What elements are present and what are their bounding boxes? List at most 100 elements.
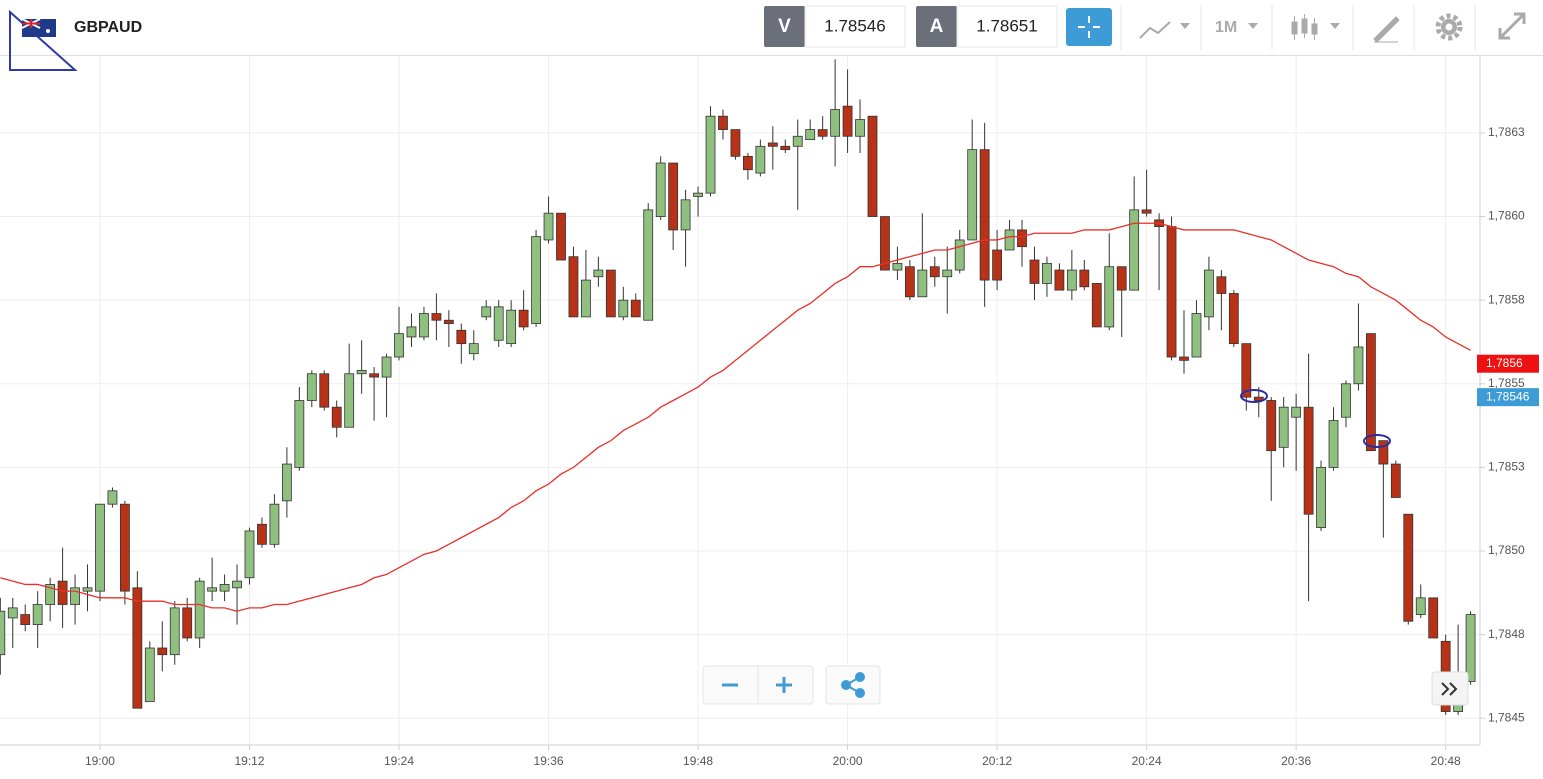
scroll-right-button[interactable] xyxy=(1431,671,1469,706)
timeframe[interactable]: 1M xyxy=(1215,19,1237,36)
share-box xyxy=(825,665,881,705)
candle-body xyxy=(1091,283,1102,328)
candle-body xyxy=(1066,269,1077,291)
candle-body xyxy=(381,356,392,378)
bid-label: V xyxy=(778,16,791,37)
candle-body xyxy=(568,256,579,318)
candle-body xyxy=(1328,420,1339,468)
candle-body xyxy=(1253,396,1264,401)
x-tick-label: 20:00 xyxy=(833,754,863,768)
candle-body xyxy=(1341,383,1351,418)
candle-body xyxy=(306,373,317,401)
dropdown-arrow xyxy=(1248,23,1258,29)
y-tick-label: 1,7850 xyxy=(1488,543,1525,557)
candle-body xyxy=(1266,400,1277,452)
annotation-ellipse xyxy=(1363,434,1391,448)
candle-body xyxy=(194,580,205,639)
candle-body xyxy=(1415,597,1426,615)
x-tick-label: 20:36 xyxy=(1281,754,1311,768)
candle-body xyxy=(929,266,940,278)
candle-body xyxy=(1104,266,1115,328)
candle-body xyxy=(269,503,280,545)
candle-body xyxy=(817,129,828,137)
x-tick-label: 19:12 xyxy=(234,754,264,768)
candle-body xyxy=(1353,346,1364,385)
candle-body xyxy=(207,587,218,592)
candle-body xyxy=(605,269,616,318)
candle-body xyxy=(406,326,417,338)
plot-area xyxy=(0,59,1476,715)
x-tick-label: 19:24 xyxy=(384,754,414,768)
candle-body xyxy=(369,373,380,378)
candle-body xyxy=(95,503,105,592)
moving-average-line xyxy=(0,222,1471,612)
flag-icon xyxy=(21,18,56,37)
dropdown-arrow xyxy=(1330,23,1340,29)
crosshair-button[interactable] xyxy=(1066,8,1112,46)
crosshair-icon xyxy=(1078,16,1100,38)
candle-body xyxy=(904,266,915,298)
candle-body xyxy=(967,149,978,241)
ask-box[interactable] xyxy=(956,5,1058,48)
candle-body xyxy=(120,503,130,592)
settings-icon[interactable] xyxy=(1435,13,1463,41)
price-marker xyxy=(1477,388,1539,407)
candle-body xyxy=(132,587,143,709)
fullscreen-icon[interactable] xyxy=(1498,12,1526,40)
candle-body xyxy=(182,607,193,639)
scroll-right-icon xyxy=(1441,682,1458,696)
candle-body xyxy=(331,406,342,428)
candle-body xyxy=(917,269,928,298)
candle-body xyxy=(294,400,305,468)
candle-body xyxy=(1017,229,1027,248)
candle-body xyxy=(1204,269,1214,318)
candle-body xyxy=(1129,209,1140,291)
candle-body xyxy=(830,109,841,137)
candle-body xyxy=(456,329,467,345)
candle-body xyxy=(169,607,180,656)
indicator-icon[interactable] xyxy=(1139,21,1171,39)
candle-body xyxy=(1179,356,1189,361)
candle-body xyxy=(618,299,629,318)
candle-body xyxy=(1366,333,1376,452)
annotation-ellipse xyxy=(1240,389,1268,403)
bid-price: 1.78546 xyxy=(824,16,885,35)
x-tick-label: 20:12 xyxy=(982,754,1012,768)
zoom-in[interactable] xyxy=(776,677,792,693)
candle-body xyxy=(45,584,56,605)
candle-body xyxy=(20,614,31,625)
candle-body xyxy=(718,115,728,130)
chart-type-icon[interactable] xyxy=(1291,14,1318,40)
candle-body xyxy=(344,373,355,428)
candle-body xyxy=(7,607,18,619)
x-tick-label: 20:24 xyxy=(1132,754,1162,768)
candle-body xyxy=(767,142,778,147)
candle-body xyxy=(443,319,454,324)
candle-body xyxy=(531,236,541,324)
candle-body xyxy=(1004,229,1015,251)
candle-body xyxy=(842,105,853,137)
candle-body xyxy=(57,580,68,605)
draw-icon[interactable] xyxy=(1373,16,1400,43)
grid xyxy=(0,56,1480,745)
candle-body xyxy=(1079,269,1090,288)
bid-box[interactable] xyxy=(804,5,906,48)
candle-body xyxy=(630,299,641,318)
share-icon[interactable] xyxy=(841,672,865,698)
candle-body xyxy=(942,269,953,278)
corner-mark xyxy=(9,9,78,71)
candle-body xyxy=(992,249,1002,281)
ask-badge xyxy=(916,6,957,47)
candle-body xyxy=(705,115,716,194)
candle-body xyxy=(780,145,791,151)
candle-body xyxy=(730,129,741,157)
bid-badge xyxy=(764,6,805,47)
y-tick-label: 1,7860 xyxy=(1488,209,1525,223)
dropdown-arrow xyxy=(1180,23,1190,29)
candle-body xyxy=(743,155,753,171)
candle-body xyxy=(1303,406,1314,515)
candle-body xyxy=(82,587,93,592)
price-marker-label: 1,78546 xyxy=(1486,389,1530,403)
ask-label: A xyxy=(930,16,944,37)
candle-body xyxy=(792,135,803,147)
